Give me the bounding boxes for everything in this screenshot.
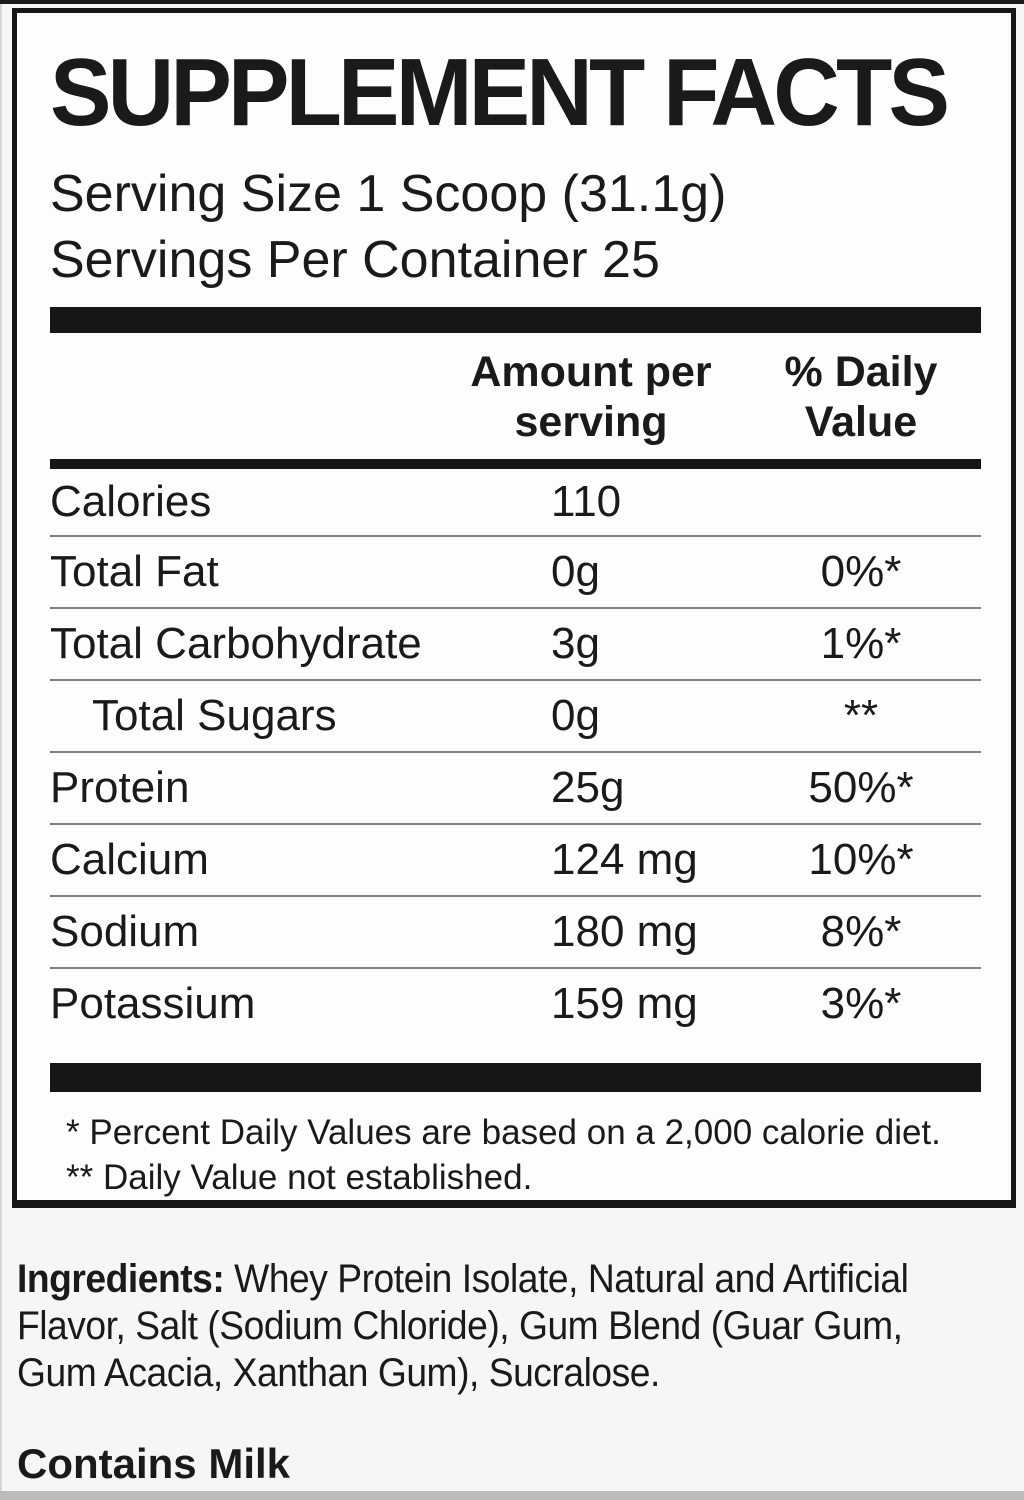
nutrient-daily-value: 3%* <box>820 979 902 1028</box>
nutrient-row-calories: Calories 110 <box>50 469 981 537</box>
ingredients-line: Gum Acacia, Xanthan Gum), Sucralose. <box>17 1351 660 1395</box>
nutrient-name: Total Fat <box>50 547 219 596</box>
column-header-row: Amount per serving % Daily Value <box>50 347 981 447</box>
allergen-statement: Contains Milk <box>17 1440 291 1487</box>
nutrient-row-total-carbohydrate: Total Carbohydrate 3g 1%* <box>50 609 981 681</box>
supplement-facts-panel: SUPPLEMENT FACTS Serving Size 1 Scoop (3… <box>12 8 1016 1208</box>
footnote-not-established: ** Daily Value not established. <box>66 1158 533 1197</box>
nutrient-amount: 0g <box>551 547 600 596</box>
ingredients-line: Flavor, Salt (Sodium Chloride), Gum Blen… <box>17 1304 903 1348</box>
ingredients-section: Ingredients: Whey Protein Isolate, Natur… <box>17 1256 909 1397</box>
nutrient-name: Total Sugars <box>92 691 337 740</box>
nutrient-name: Sodium <box>50 907 200 956</box>
nutrient-row-calcium: Calcium 124 mg 10%* <box>50 825 981 897</box>
photo-bottom-edge <box>0 1491 1024 1500</box>
column-header-amount: Amount per serving <box>470 348 712 446</box>
nutrient-daily-value: 1%* <box>820 619 902 668</box>
nutrient-daily-value: 0%* <box>820 547 902 596</box>
ingredients-text: Whey Protein Isolate, Natural and Artifi… <box>224 1257 909 1301</box>
nutrient-daily-value: 8%* <box>820 907 902 956</box>
nutrient-amount: 25g <box>551 763 625 812</box>
nutrient-name: Total Carbohydrate <box>50 619 422 668</box>
serving-size-line: Serving Size 1 Scoop (31.1g) <box>50 165 727 223</box>
separator-bar-top <box>50 307 981 333</box>
nutrient-amount: 180 mg <box>551 907 698 956</box>
separator-bar-bottom <box>50 1063 981 1092</box>
nutrient-amount: 0g <box>551 691 600 740</box>
nutrient-daily-value: 50%* <box>808 763 914 812</box>
servings-per-container-line: Servings Per Container 25 <box>50 231 660 289</box>
nutrient-amount: 110 <box>551 477 622 526</box>
nutrient-amount: 3g <box>551 619 600 668</box>
nutrient-daily-value: ** <box>843 691 879 740</box>
nutrient-name: Calcium <box>50 835 209 884</box>
nutrient-row-total-sugars: Total Sugars 0g ** <box>50 681 981 753</box>
nutrient-table: Calories 110 Total Fat 0g 0%* Total Carb… <box>50 469 981 1039</box>
nutrient-daily-value: 10%* <box>808 835 914 884</box>
nutrient-amount: 159 mg <box>551 979 698 1028</box>
footnotes: * Percent Daily Values are based on a 2,… <box>66 1110 981 1200</box>
panel-title: SUPPLEMENT FACTS <box>50 39 950 146</box>
nutrient-row-sodium: Sodium 180 mg 8%* <box>50 897 981 969</box>
column-header-spacer <box>50 347 461 447</box>
ingredients-label: Ingredients: <box>17 1257 225 1301</box>
footnote-daily-values: * Percent Daily Values are based on a 2,… <box>66 1113 941 1152</box>
photo-top-edge <box>0 0 1024 4</box>
serving-info: Serving Size 1 Scoop (31.1g) Servings Pe… <box>50 161 981 293</box>
nutrient-row-protein: Protein 25g 50%* <box>50 753 981 825</box>
nutrient-name: Calories <box>50 477 212 526</box>
nutrient-name: Protein <box>50 763 190 812</box>
nutrient-row-total-fat: Total Fat 0g 0%* <box>50 537 981 609</box>
nutrient-name: Potassium <box>50 979 256 1028</box>
photo-left-edge <box>0 0 2 1500</box>
column-header-daily-value: % Daily Value <box>784 348 938 446</box>
nutrient-amount: 124 mg <box>551 835 698 884</box>
nutrient-row-potassium: Potassium 159 mg 3%* <box>50 969 981 1039</box>
header-divider <box>50 459 981 469</box>
ingredients-line: Ingredients: Whey Protein Isolate, Natur… <box>17 1256 909 1303</box>
